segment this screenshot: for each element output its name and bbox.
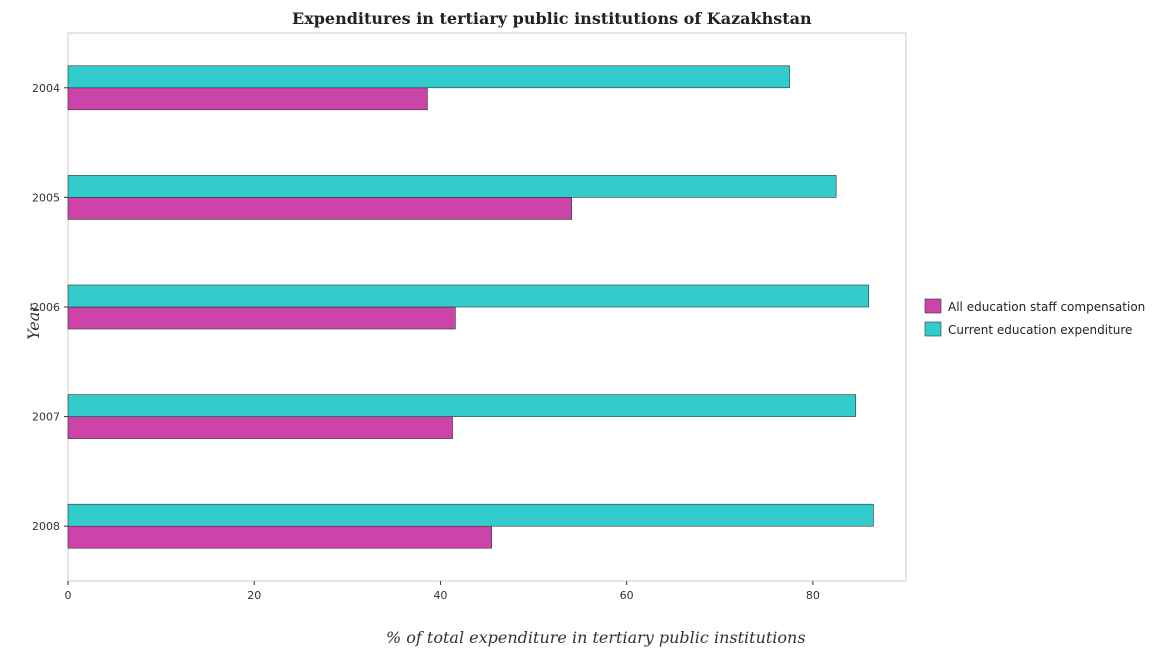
bar-current-expenditure-2006 [67,284,870,308]
y-tick-label-2005: 2005 [32,191,60,204]
chart-title: Expenditures in tertiary public institut… [292,9,812,28]
y-tick-label-2008: 2008 [32,520,60,533]
y-tick-label-2007: 2007 [32,411,60,424]
x-tick-label-0: 0 [65,589,72,602]
x-tick-label-40: 40 [433,589,447,602]
bar-staff-compensation-2007 [67,416,453,439]
bar-staff-compensation-2004 [67,87,428,111]
bar-current-expenditure-2005 [67,175,837,198]
y-axis-ticks: 2004 2005 2006 2007 2008 [32,82,68,533]
bar-current-expenditure-2007 [67,394,857,417]
legend-swatch-current-expenditure [924,321,942,337]
bar-staff-compensation-2006 [67,306,456,330]
y-tick-label-2006: 2006 [32,301,60,314]
legend-label-current-expenditure: Current education expenditure [948,323,1132,337]
bar-current-expenditure-2004 [67,65,790,89]
y-axis-label: Year [24,303,43,340]
bar-staff-compensation-2005 [67,197,573,220]
bars-group [67,65,874,549]
legend-label-staff-compensation: All education staff compensation [948,300,1145,314]
x-tick-label-60: 60 [620,589,634,602]
bar-staff-compensation-2008 [67,525,492,549]
x-tick-label-20: 20 [247,589,261,602]
x-axis-label: % of total expenditure in tertiary publi… [386,628,806,647]
legend-swatch-staff-compensation [924,298,942,314]
bar-current-expenditure-2008 [67,503,874,527]
legend: All education staff compensation Current … [924,298,1145,337]
x-tick-label-80: 80 [806,589,820,602]
y-tick-label-2004: 2004 [32,82,60,95]
x-axis-ticks: 0 20 40 60 80 [65,581,820,602]
